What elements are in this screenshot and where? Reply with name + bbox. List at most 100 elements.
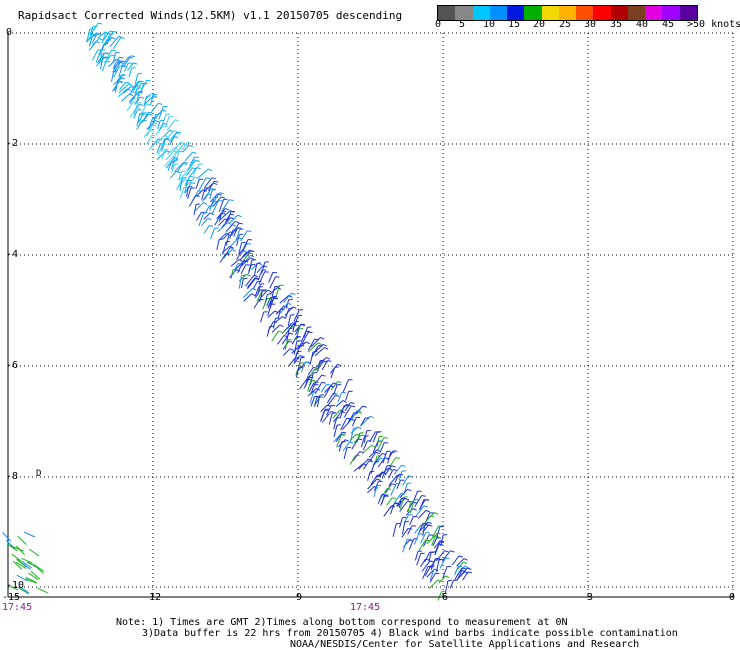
wind-barb (195, 202, 204, 211)
wind-barb (417, 510, 427, 519)
wind-barb (414, 524, 422, 534)
wind-barb (240, 264, 247, 275)
wind-barb (360, 436, 366, 448)
wind-barb-flag (351, 405, 356, 408)
wind-barb (414, 495, 423, 507)
wind-barb-flag (164, 135, 169, 138)
wind-barb-flag (425, 558, 430, 561)
scale-label-5: 5 (459, 19, 466, 30)
wind-barb-flag (188, 186, 193, 188)
wind-barb-flag (120, 37, 125, 39)
wind-barb (86, 28, 91, 42)
x-tick-12: -12 (143, 592, 162, 603)
scale-swatch-1 (455, 6, 473, 20)
wind-barb-flag (337, 381, 342, 384)
wind-barb (150, 94, 154, 106)
wind-barb-flag (194, 156, 199, 159)
wind-barb (352, 451, 361, 462)
wind-barb (292, 321, 296, 333)
wind-barb (332, 409, 341, 419)
wind-barb-flag (358, 411, 363, 415)
wind-barb-flag (326, 357, 331, 360)
wind-barb (377, 457, 386, 468)
wind-barb (156, 150, 168, 160)
wind-barb (335, 400, 344, 407)
wind-barb-flag (306, 341, 311, 345)
wind-barb (437, 591, 442, 601)
wind-barb (16, 545, 25, 556)
wind-barb (33, 564, 45, 572)
wind-barb (402, 521, 406, 535)
wind-barb-flag (321, 374, 326, 377)
wind-barb (377, 437, 385, 451)
wind-barb (203, 225, 210, 234)
wind-barb (128, 67, 133, 78)
wind-barb (283, 292, 293, 303)
time-label-center: 17:45 (350, 602, 381, 613)
wind-barb-flag (299, 355, 304, 358)
wind-barb-flag (115, 51, 120, 54)
wind-barb (398, 498, 402, 509)
wind-barb (396, 480, 401, 489)
note-line-1: Note: 1) Times are GMT 2)Times along bot… (116, 617, 568, 628)
wind-barb (407, 525, 413, 535)
scale-label-50-knots: >50 knots (687, 19, 740, 30)
wind-barb-flag (186, 172, 191, 175)
wind-barb (226, 221, 236, 232)
wind-barb (294, 315, 299, 327)
wind-barb (186, 176, 196, 186)
wind-barb (247, 277, 256, 288)
wind-barb-flag (236, 269, 241, 272)
plot-frame (7, 33, 734, 598)
wind-barb (193, 204, 197, 216)
scale-swatch-7 (558, 6, 577, 20)
wind-barb-flag (369, 415, 374, 419)
wind-barb (281, 333, 290, 345)
wind-barb (367, 486, 375, 494)
wind-barb (267, 310, 276, 318)
wind-barb-flag (349, 441, 354, 444)
wind-barb (175, 151, 180, 161)
wind-barb (309, 391, 314, 404)
wind-barb-flag (142, 119, 147, 122)
wind-barb (403, 514, 410, 523)
wind-barb-flag (300, 356, 305, 359)
wind-barb (267, 304, 272, 316)
wind-barb-flag (247, 230, 252, 232)
time-label-left: 17:45 (2, 602, 33, 613)
wind-barb (29, 548, 40, 557)
wind-barb-flag (120, 76, 126, 80)
wind-barb-flag (175, 151, 180, 153)
wind-barb (375, 453, 383, 462)
wind-barb (210, 227, 216, 240)
wind-barb-flag (330, 411, 335, 414)
wind-barb (353, 463, 364, 472)
wind-barb-flag (339, 409, 344, 413)
wind-barb-flag (238, 259, 243, 262)
wind-barb (439, 557, 446, 569)
wind-barb (12, 546, 24, 552)
wind-barb-flag (366, 429, 371, 432)
wind-barb (121, 56, 130, 67)
scale-swatch-14 (679, 6, 697, 20)
wind-barb (407, 501, 412, 512)
wind-barb (138, 112, 144, 125)
wind-barb (409, 499, 415, 513)
wind-barb (230, 259, 240, 267)
wind-barb (25, 578, 37, 584)
wind-barb (310, 396, 316, 407)
wind-barb-flag (189, 176, 194, 178)
wind-barb (177, 171, 183, 181)
wind-barb-flag (221, 213, 226, 215)
wind-barb (165, 150, 175, 161)
wind-barb-flag (430, 551, 435, 553)
wind-barb (330, 366, 336, 379)
wind-barb (394, 493, 402, 503)
wind-barb-flag (320, 336, 325, 340)
wind-barb (436, 559, 440, 573)
wind-barb (166, 147, 175, 155)
wind-barb (333, 424, 338, 437)
wind-barb (375, 471, 383, 479)
wind-barb (156, 135, 166, 144)
